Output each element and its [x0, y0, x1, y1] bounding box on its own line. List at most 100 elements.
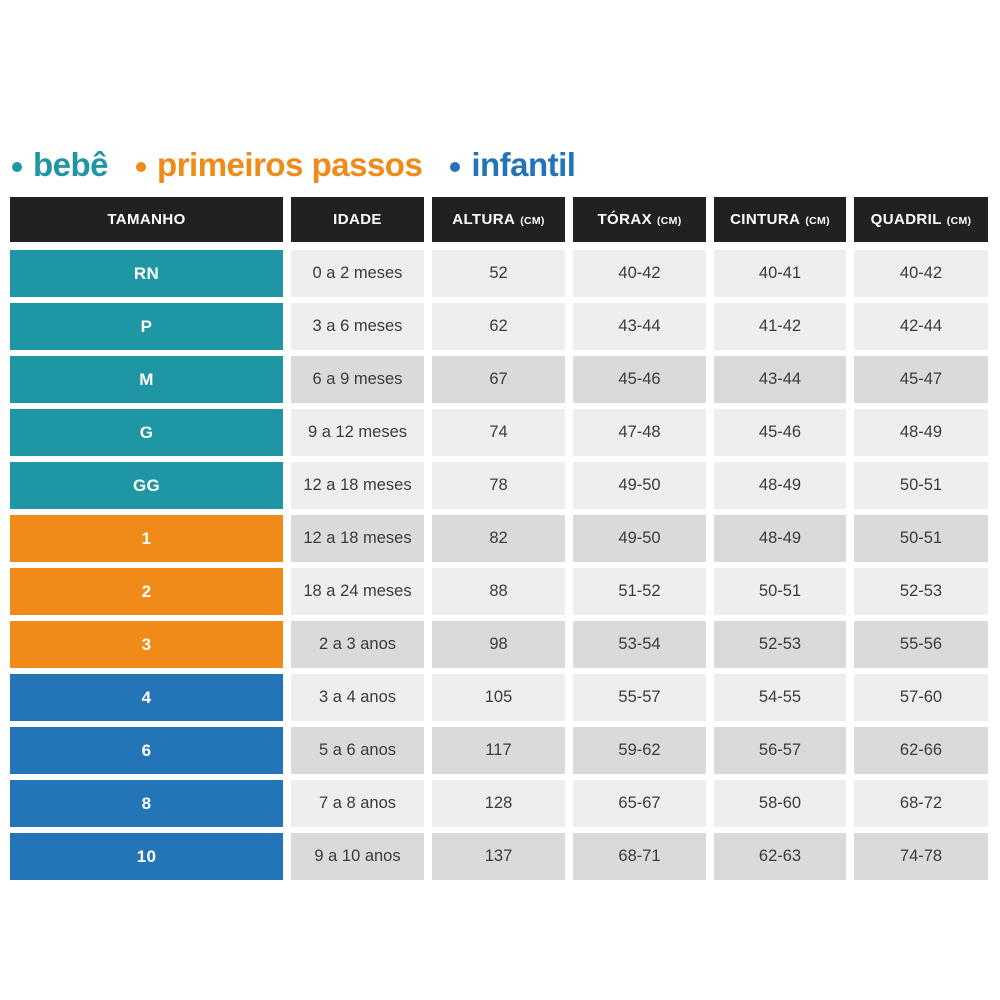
cintura-cell: 45-46 — [714, 409, 846, 456]
column-header-idade: IDADE — [291, 197, 424, 242]
altura-cell: 98 — [432, 621, 565, 668]
legend-label: primeiros passos — [157, 146, 423, 183]
cintura-cell: 58-60 — [714, 780, 846, 827]
legend-item-bebe: bebê — [12, 146, 109, 184]
altura-cell: 128 — [432, 780, 565, 827]
altura-cell: 78 — [432, 462, 565, 509]
quadril-cell: 52-53 — [854, 568, 988, 615]
legend-item-infantil: infantil — [450, 146, 576, 184]
size-cell: 6 — [10, 727, 283, 774]
cintura-cell: 43-44 — [714, 356, 846, 403]
column-header-t-rax: TÓRAX (CM) — [573, 197, 706, 242]
column-header-label: TÓRAX — [597, 211, 652, 228]
altura-cell: 137 — [432, 833, 565, 880]
torax-cell: 68-71 — [573, 833, 706, 880]
idade-cell: 3 a 4 anos — [291, 674, 424, 721]
column-header-cintura: CINTURA (CM) — [714, 197, 846, 242]
column-header-unit: (CM) — [946, 214, 972, 227]
column-header-quadril: QUADRIL (CM) — [854, 197, 988, 242]
legend-item-primeiros-passos: primeiros passos — [136, 146, 423, 184]
size-cell: 8 — [10, 780, 283, 827]
legend-bullet-icon — [12, 161, 22, 172]
cintura-cell: 54-55 — [714, 674, 846, 721]
idade-cell: 9 a 12 meses — [291, 409, 424, 456]
torax-cell: 47-48 — [573, 409, 706, 456]
size-cell: 1 — [10, 515, 283, 562]
legend: bebê primeiros passos infantil — [12, 146, 576, 184]
size-cell: G — [10, 409, 283, 456]
cintura-cell: 50-51 — [714, 568, 846, 615]
altura-cell: 82 — [432, 515, 565, 562]
idade-cell: 12 a 18 meses — [291, 515, 424, 562]
column-header-label: ALTURA — [452, 211, 516, 228]
altura-cell: 74 — [432, 409, 565, 456]
altura-cell: 105 — [432, 674, 565, 721]
altura-cell: 62 — [432, 303, 565, 350]
torax-cell: 49-50 — [573, 462, 706, 509]
torax-cell: 53-54 — [573, 621, 706, 668]
altura-cell: 117 — [432, 727, 565, 774]
column-header-label: CINTURA — [730, 211, 801, 228]
legend-label: infantil — [471, 146, 576, 183]
cintura-cell: 56-57 — [714, 727, 846, 774]
idade-cell: 0 a 2 meses — [291, 250, 424, 297]
size-cell: 3 — [10, 621, 283, 668]
size-cell: GG — [10, 462, 283, 509]
quadril-cell: 50-51 — [854, 515, 988, 562]
torax-cell: 40-42 — [573, 250, 706, 297]
altura-cell: 88 — [432, 568, 565, 615]
cintura-cell: 52-53 — [714, 621, 846, 668]
column-header-label: IDADE — [333, 211, 382, 228]
cintura-cell: 48-49 — [714, 515, 846, 562]
idade-cell: 18 a 24 meses — [291, 568, 424, 615]
quadril-cell: 62-66 — [854, 727, 988, 774]
size-cell: P — [10, 303, 283, 350]
torax-cell: 59-62 — [573, 727, 706, 774]
torax-cell: 51-52 — [573, 568, 706, 615]
column-header-unit: (CM) — [805, 214, 830, 227]
size-cell: RN — [10, 250, 283, 297]
torax-cell: 43-44 — [573, 303, 706, 350]
torax-cell: 45-46 — [573, 356, 706, 403]
idade-cell: 7 a 8 anos — [291, 780, 424, 827]
quadril-cell: 48-49 — [854, 409, 988, 456]
torax-cell: 49-50 — [573, 515, 706, 562]
column-header-unit: (CM) — [656, 214, 682, 227]
idade-cell: 3 a 6 meses — [291, 303, 424, 350]
size-cell: 4 — [10, 674, 283, 721]
quadril-cell: 50-51 — [854, 462, 988, 509]
size-cell: 10 — [10, 833, 283, 880]
torax-cell: 65-67 — [573, 780, 706, 827]
idade-cell: 2 a 3 anos — [291, 621, 424, 668]
cintura-cell: 41-42 — [714, 303, 846, 350]
quadril-cell: 45-47 — [854, 356, 988, 403]
quadril-cell: 40-42 — [854, 250, 988, 297]
size-table: TAMANHO IDADE ALTURA (CM) TÓRAX (CM) CINTURA (C… — [10, 197, 988, 880]
altura-cell: 67 — [432, 356, 565, 403]
torax-cell: 55-57 — [573, 674, 706, 721]
column-header-unit: (CM) — [520, 214, 545, 227]
altura-cell: 52 — [432, 250, 565, 297]
size-cell: M — [10, 356, 283, 403]
legend-bullet-icon — [136, 161, 147, 172]
cintura-cell: 62-63 — [714, 833, 846, 880]
column-header-tamanho: TAMANHO — [10, 197, 283, 242]
idade-cell: 5 a 6 anos — [291, 727, 424, 774]
column-header-label: TAMANHO — [107, 211, 186, 228]
idade-cell: 12 a 18 meses — [291, 462, 424, 509]
quadril-cell: 55-56 — [854, 621, 988, 668]
quadril-cell: 74-78 — [854, 833, 988, 880]
legend-bullet-icon — [450, 161, 461, 172]
quadril-cell: 68-72 — [854, 780, 988, 827]
legend-label: bebê — [33, 146, 109, 183]
cintura-cell: 48-49 — [714, 462, 846, 509]
column-header-label: QUADRIL — [870, 211, 942, 228]
quadril-cell: 42-44 — [854, 303, 988, 350]
size-cell: 2 — [10, 568, 283, 615]
idade-cell: 6 a 9 meses — [291, 356, 424, 403]
quadril-cell: 57-60 — [854, 674, 988, 721]
column-header-altura: ALTURA (CM) — [432, 197, 565, 242]
cintura-cell: 40-41 — [714, 250, 846, 297]
idade-cell: 9 a 10 anos — [291, 833, 424, 880]
